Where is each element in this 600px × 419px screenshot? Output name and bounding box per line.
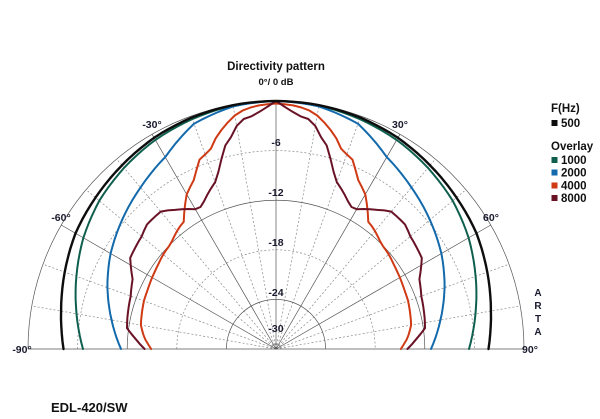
svg-text:500: 500 [561,118,580,130]
svg-text:60°: 60° [483,212,499,224]
svg-text:EDL-420/SW: EDL-420/SW [51,400,128,415]
svg-text:4000: 4000 [561,181,587,193]
svg-text:-6: -6 [271,137,280,149]
svg-text:30°: 30° [392,119,408,131]
svg-text:-60°: -60° [51,212,70,224]
svg-text:8000: 8000 [561,193,587,205]
svg-text:F(Hz): F(Hz) [551,103,580,115]
svg-text:A: A [534,288,541,299]
svg-text:T: T [535,314,541,325]
svg-text:90°: 90° [522,344,538,356]
svg-text:2000: 2000 [561,168,587,180]
svg-text:-24: -24 [268,287,283,299]
svg-text:-30: -30 [268,323,283,335]
svg-text:-12: -12 [268,187,283,199]
svg-text:-30°: -30° [142,119,161,131]
svg-text:Directivity pattern: Directivity pattern [227,61,325,73]
svg-text:-18: -18 [268,237,283,249]
svg-text:Overlay: Overlay [551,141,594,153]
svg-text:A: A [534,327,541,338]
svg-text:1000: 1000 [561,155,587,167]
svg-text:-90°: -90° [12,344,31,356]
svg-text:0°/ 0 dB: 0°/ 0 dB [259,77,294,88]
svg-text:R: R [534,301,542,312]
